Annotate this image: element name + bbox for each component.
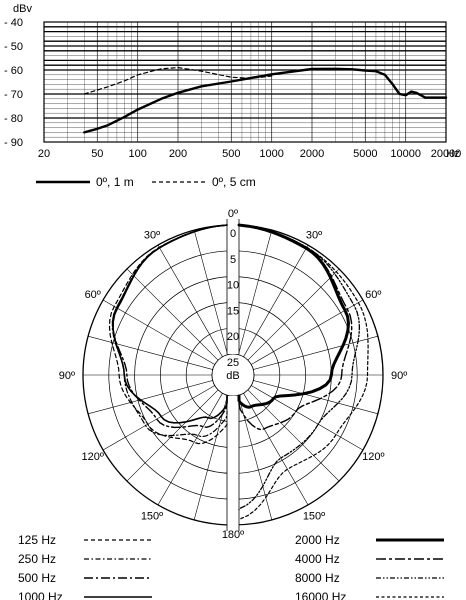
polar-spoke xyxy=(193,230,228,355)
polar-angle-label: 120º xyxy=(362,451,384,463)
polar-spoke xyxy=(238,395,273,520)
frequency-series-line xyxy=(83,66,273,95)
y-tick-label: - 60 xyxy=(4,65,23,77)
y-tick-label: - 70 xyxy=(4,89,23,101)
polar-spoke xyxy=(253,380,378,415)
frequency-response-chart: - 40 - 50 - 60 - 70 - 80 - 90 dBv 20 50 100 200 500… xyxy=(4,3,461,160)
polar-legend-label: 500 Hz xyxy=(18,571,56,585)
x-tick-label: 10000 xyxy=(390,148,421,160)
polar-spoke xyxy=(88,380,213,415)
plot-frame xyxy=(43,21,447,143)
polar-axis-band xyxy=(227,219,239,354)
polar-angle-label: 180º xyxy=(222,529,244,541)
polar-spoke xyxy=(238,230,273,355)
polar-spoke xyxy=(157,393,223,506)
polar-spoke xyxy=(243,244,309,357)
polar-ring-label: 15 xyxy=(227,305,239,317)
y-tick-label: - 40 xyxy=(4,17,23,29)
polar-legend-label: 1000 Hz xyxy=(18,590,63,600)
polar-pattern-legend: 125 Hz 250 Hz 500 Hz 1000 Hz 2000 Hz 4000 Hz 8… xyxy=(18,533,444,600)
polar-angle-label: 0º xyxy=(228,208,238,220)
polar-pattern-curve xyxy=(237,223,350,409)
polar-angle-label: 90º xyxy=(391,370,407,382)
y-tick-label: - 50 xyxy=(4,41,23,53)
polar-legend-label: 2000 Hz xyxy=(295,533,340,547)
x-tick-label: 100 xyxy=(128,148,146,160)
polar-pattern-curve xyxy=(238,224,369,521)
frequency-response-legend: 0º, 1 m 0º, 5 cm xyxy=(36,175,256,189)
x-axis-unit: Hz xyxy=(446,148,459,160)
polar-angle-label: 150º xyxy=(303,510,325,522)
polar-pattern-curve xyxy=(111,224,228,429)
polar-angle-label: 150º xyxy=(141,510,163,522)
frequency-series-line xyxy=(83,67,448,134)
polar-spoke xyxy=(193,395,228,520)
polar-legend-label: 125 Hz xyxy=(18,533,56,547)
legend-label: 0º, 5 cm xyxy=(212,175,256,189)
polar-pattern-curve xyxy=(238,224,353,431)
legend-label: 0º, 1 m xyxy=(96,175,134,189)
y-axis-label: dBv xyxy=(13,3,32,15)
y-tick-label: - 80 xyxy=(4,113,23,125)
polar-spoke xyxy=(102,299,215,365)
polar-pattern-curve xyxy=(111,224,228,438)
polar-axis-band xyxy=(227,396,239,531)
x-tick-label: 5000 xyxy=(353,148,377,160)
polar-legend-label: 4000 Hz xyxy=(295,552,340,566)
polar-spoke xyxy=(253,335,378,370)
polar-ring-label: 25 xyxy=(227,357,239,369)
polar-ring-label: 0 xyxy=(230,228,236,240)
x-tick-label: 500 xyxy=(222,148,240,160)
polar-ring-label: 5 xyxy=(230,254,236,266)
polar-ring-label: 20 xyxy=(227,331,239,343)
polar-spoke xyxy=(251,385,364,451)
x-tick-label: 20 xyxy=(38,148,50,160)
polar-pattern-curve xyxy=(238,224,361,511)
x-tick-label: 1000 xyxy=(259,148,283,160)
x-tick-label: 2000 xyxy=(300,148,324,160)
polar-angle-label: 60º xyxy=(85,289,101,301)
polar-angle-label: 30º xyxy=(144,230,160,242)
polar-angle-label: 30º xyxy=(306,230,322,242)
polar-angle-label: 120º xyxy=(82,451,104,463)
polar-spoke xyxy=(247,268,340,361)
polar-spoke xyxy=(126,268,219,361)
y-tick-label: - 90 xyxy=(4,137,23,149)
polar-legend-label: 16000 Hz xyxy=(295,590,346,600)
x-tick-label: 20000 xyxy=(431,148,462,160)
polar-spoke xyxy=(88,335,213,370)
polar-spoke xyxy=(157,244,223,357)
polar-spoke xyxy=(243,393,309,506)
polar-angle-label: 90º xyxy=(59,370,75,382)
polar-legend-label: 250 Hz xyxy=(18,552,56,566)
polar-spoke xyxy=(102,385,215,451)
polar-pattern-curve xyxy=(112,224,228,424)
x-tick-label: 50 xyxy=(91,148,103,160)
polar-unit-label: dB xyxy=(226,370,239,382)
x-tick-label: 200 xyxy=(169,148,187,160)
polar-ring-label: 10 xyxy=(227,280,239,292)
polar-angle-label: 60º xyxy=(365,289,381,301)
polar-legend-label: 8000 Hz xyxy=(295,571,340,585)
